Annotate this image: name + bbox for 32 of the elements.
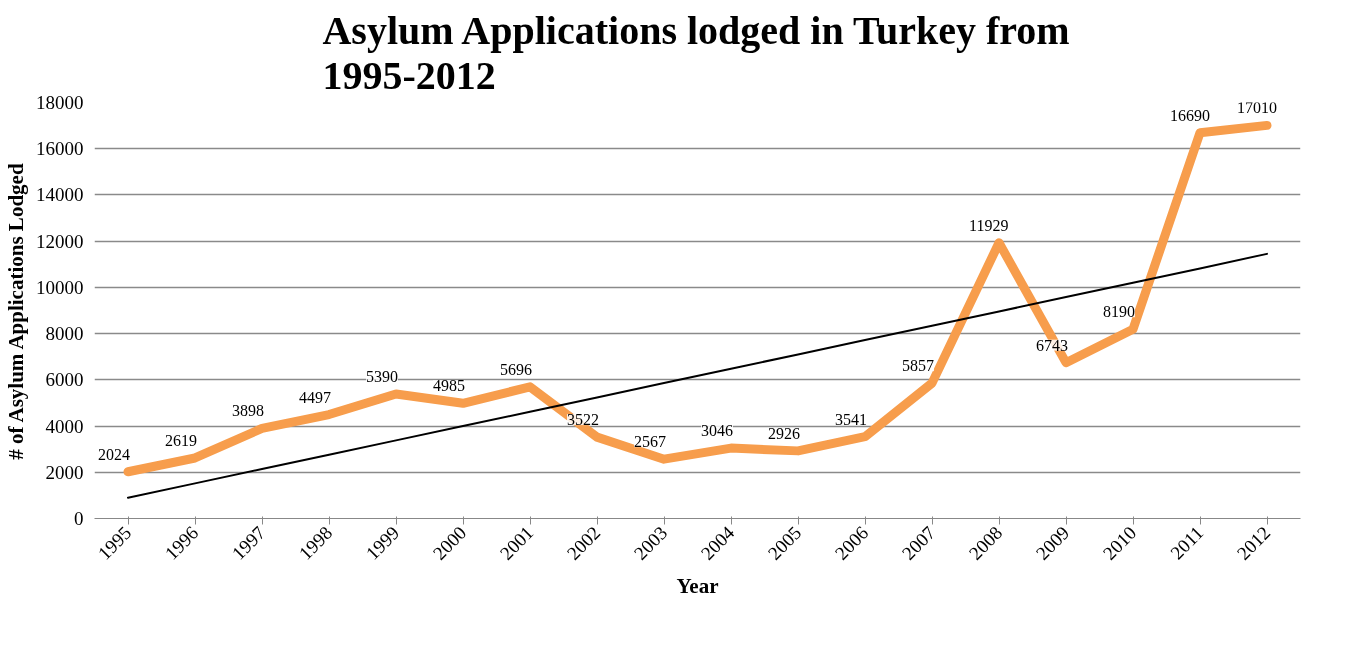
y-tick-label: 0: [74, 508, 84, 529]
data-label: 8190: [1103, 303, 1135, 321]
data-label: 4985: [433, 377, 465, 395]
y-axis-title: # of Asylum Applications Lodged: [4, 163, 28, 460]
x-axis-title: Year: [676, 573, 719, 598]
data-label: 11929: [969, 216, 1009, 234]
data-label: 3522: [567, 411, 599, 429]
y-tick-label: 10000: [36, 276, 84, 298]
data-label: 2567: [634, 433, 666, 451]
data-label: 2619: [165, 431, 197, 449]
y-tick-label: 16000: [36, 138, 84, 160]
data-label: 6743: [1036, 336, 1068, 354]
y-tick-label: 8000: [45, 323, 84, 345]
chart-title: Asylum Applications lodged in Turkey from 1995-2012: [322, 7, 1070, 98]
y-tick-label: 18000: [36, 92, 84, 113]
data-label: 5696: [500, 360, 532, 378]
y-tick-label: 14000: [36, 184, 84, 206]
data-label: 5390: [366, 367, 398, 385]
y-tick-label: 6000: [45, 369, 84, 391]
data-label: 2024: [98, 445, 130, 463]
data-label: 2926: [768, 424, 800, 442]
x-tick-label: 2011: [1166, 522, 1208, 564]
y-tick-label: 12000: [36, 230, 84, 252]
data-label: 16690: [1170, 106, 1210, 124]
y-tick-label: 2000: [45, 461, 84, 483]
data-label: 4497: [299, 388, 331, 406]
data-label: 17010: [1237, 99, 1277, 117]
data-label: 3898: [232, 402, 264, 420]
data-label: 3541: [835, 410, 867, 428]
data-label: 3046: [701, 422, 733, 440]
data-label: 5857: [902, 357, 934, 375]
y-tick-label: 4000: [45, 415, 84, 437]
